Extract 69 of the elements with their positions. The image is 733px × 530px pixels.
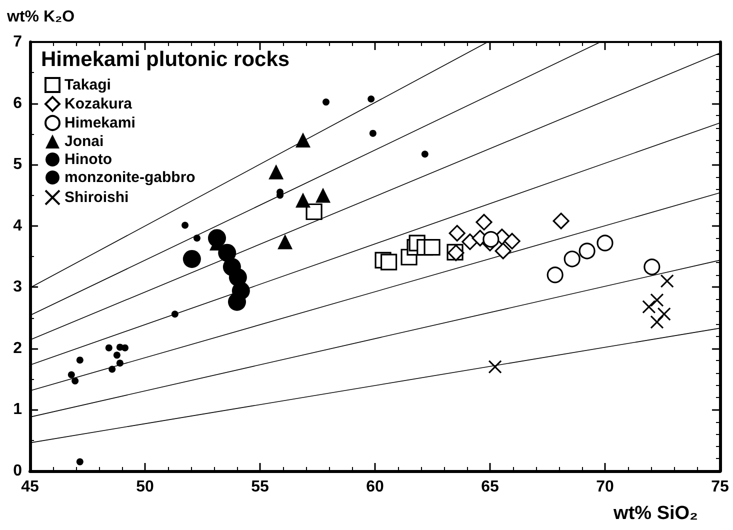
point: [105, 344, 112, 352]
point: [421, 150, 428, 158]
point: [228, 292, 246, 311]
y-tick-label: 6: [13, 94, 22, 112]
legend-label: Kozakura: [64, 96, 133, 112]
point: [208, 229, 226, 248]
point: [578, 242, 596, 260]
point: [476, 214, 492, 230]
point: [564, 250, 580, 268]
point: [448, 224, 466, 242]
point: [546, 266, 564, 284]
point: [644, 258, 660, 276]
point: [182, 250, 201, 268]
x-tick-label: 70: [596, 478, 614, 496]
point: [121, 344, 128, 352]
point: [68, 371, 75, 378]
x-tick-label: 45: [21, 478, 39, 496]
legend-label: Hinoto: [64, 151, 112, 168]
point: [76, 356, 84, 364]
legend-label: Shiroishi: [64, 189, 129, 206]
y-tick-label: 5: [13, 156, 22, 174]
legend-title: Himekami plutonic rocks: [41, 48, 290, 71]
point: [182, 222, 189, 229]
point: [171, 310, 178, 318]
point: [116, 360, 124, 367]
y-tick-label: 2: [13, 340, 22, 357]
point: [193, 234, 200, 242]
point: [424, 239, 440, 256]
y-tick-label: 1: [13, 401, 22, 418]
point: [368, 95, 375, 102]
legend-label: Himekami: [64, 114, 136, 132]
point: [322, 98, 330, 106]
x-axis-title: wt% SiO₂: [612, 503, 698, 524]
point: [306, 203, 322, 220]
point: [296, 192, 311, 208]
x-tick-label: 50: [136, 478, 154, 496]
y-tick-label: 3: [13, 278, 22, 296]
point: [268, 164, 284, 180]
point: [278, 234, 293, 250]
legend-label: monzonite-gabbro: [64, 169, 196, 186]
point: [108, 366, 116, 373]
x-tick-label: 60: [366, 478, 384, 496]
point: [380, 254, 398, 270]
point: [218, 244, 236, 262]
point: [642, 300, 656, 314]
point: [660, 274, 674, 288]
point: [657, 307, 671, 321]
point: [113, 352, 120, 359]
point: [72, 377, 79, 384]
point: [494, 242, 512, 260]
point: [488, 360, 502, 374]
y-tick-label: 4: [13, 217, 22, 234]
point: [552, 212, 570, 230]
legend-label: Jonai: [64, 133, 104, 150]
point: [650, 315, 664, 329]
point: [316, 188, 331, 203]
point: [76, 458, 84, 466]
point: [482, 231, 500, 248]
legend-label: Takagi: [64, 76, 111, 94]
x-tick-label: 55: [251, 478, 269, 496]
y-axis-title: wt% K₂O: [6, 8, 75, 26]
point: [650, 293, 664, 307]
x-tick-label: 75: [711, 478, 729, 496]
y-tick-label: 0: [13, 462, 22, 480]
x-tick-label: 65: [481, 478, 499, 496]
point: [596, 234, 614, 252]
point: [369, 130, 376, 137]
point: [296, 132, 311, 148]
y-tick-label: 7: [13, 34, 22, 50]
